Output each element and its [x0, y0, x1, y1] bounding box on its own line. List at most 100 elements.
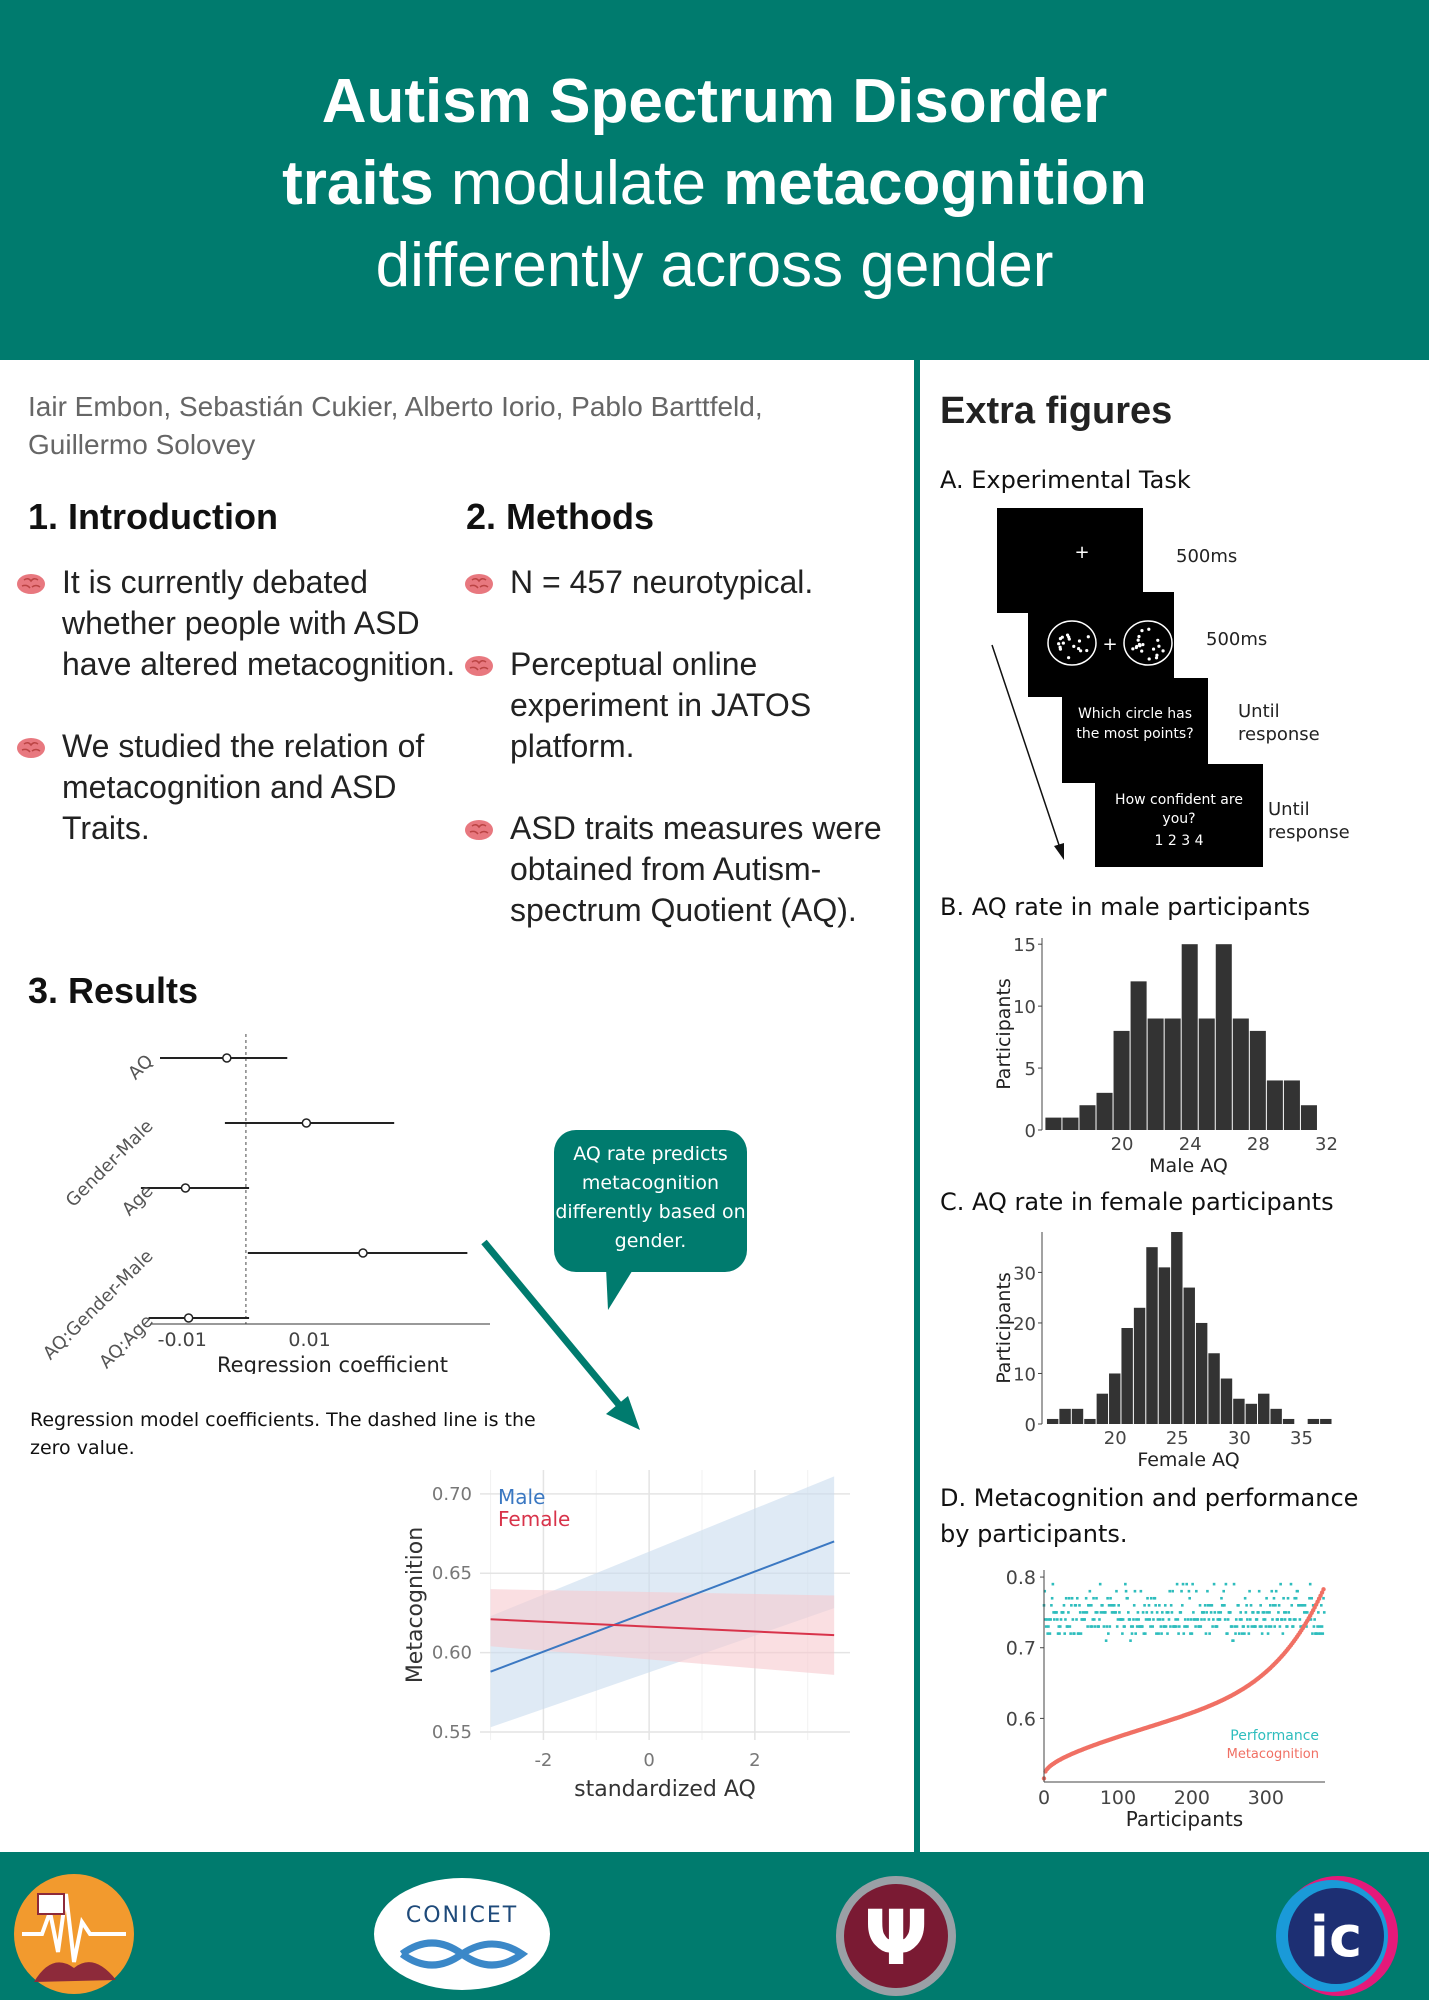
performance-point [1305, 1625, 1308, 1628]
performance-point [1068, 1625, 1072, 1628]
performance-point [1257, 1589, 1261, 1593]
performance-point [1104, 1639, 1108, 1642]
performance-point [1170, 1611, 1174, 1614]
performance-point [1265, 1596, 1268, 1600]
performance-point [1132, 1618, 1135, 1621]
performance-point [1081, 1618, 1084, 1621]
performance-point [1052, 1611, 1055, 1614]
performance-point [1046, 1632, 1049, 1635]
performance-point [1226, 1618, 1230, 1621]
performance-point [1180, 1604, 1184, 1607]
performance-point [1292, 1618, 1296, 1621]
performance-point [1221, 1604, 1225, 1607]
forest-point [180, 1183, 191, 1193]
performance-point [1095, 1611, 1099, 1614]
performance-point [1321, 1632, 1325, 1635]
metacognition-point [1321, 1587, 1326, 1592]
performance-point [1168, 1589, 1172, 1593]
performance-point [1158, 1618, 1162, 1621]
dot [1147, 627, 1151, 631]
performance-point [1044, 1618, 1047, 1621]
performance-point [1244, 1611, 1248, 1614]
performance-point [1317, 1632, 1321, 1635]
time-arrow-line [991, 644, 1061, 849]
performance-point [1105, 1625, 1109, 1628]
performance-point [1121, 1618, 1125, 1621]
performance-point [1139, 1589, 1143, 1593]
histogram-bar [1258, 1393, 1270, 1424]
performance-point [1109, 1604, 1113, 1607]
performance-point [1086, 1625, 1089, 1628]
performance-point [1257, 1611, 1260, 1614]
performance-point [1274, 1589, 1278, 1593]
performance-point [1051, 1582, 1055, 1586]
performance-point [1320, 1625, 1324, 1628]
conicet-text: CONICET [406, 1903, 518, 1928]
performance-point [1141, 1611, 1145, 1614]
performance-point [1166, 1611, 1170, 1614]
performance-point [1279, 1582, 1282, 1586]
performance-point [1271, 1604, 1275, 1607]
dot [1076, 646, 1081, 651]
performance-point [1109, 1596, 1112, 1600]
performance-point [1218, 1618, 1222, 1621]
performance-point [1106, 1596, 1109, 1600]
histogram-bar [1171, 1232, 1183, 1424]
performance-point [1078, 1611, 1082, 1614]
performance-point [1182, 1632, 1186, 1635]
y-tick-label: 0.70 [432, 1484, 472, 1505]
dot [1140, 628, 1144, 633]
performance-point [1164, 1625, 1168, 1628]
performance-point [1312, 1625, 1316, 1628]
performance-point [1311, 1632, 1314, 1635]
introduction-bullets: It is currently debated whether people w… [16, 562, 456, 890]
performance-point [1153, 1596, 1157, 1600]
performance-point [1174, 1618, 1177, 1621]
column-divider [914, 360, 920, 1852]
performance-point [1078, 1604, 1081, 1607]
performance-point [1181, 1582, 1185, 1586]
performance-point [1264, 1625, 1268, 1628]
y-tick-label: 0.60 [432, 1643, 472, 1664]
y-tick-label: 0.65 [432, 1563, 472, 1584]
performance-point [1093, 1625, 1097, 1628]
performance-point [1235, 1625, 1239, 1628]
performance-point [1296, 1589, 1299, 1593]
performance-point [1276, 1618, 1279, 1621]
performance-point [1058, 1625, 1062, 1628]
x-tick-label: 30 [1228, 1428, 1251, 1449]
histogram-bar [1158, 1267, 1171, 1424]
performance-point [1104, 1611, 1107, 1614]
performance-point [1285, 1625, 1289, 1628]
performance-point [1259, 1604, 1262, 1607]
legend-metacognition: Metacognition [1227, 1747, 1319, 1762]
performance-point [1232, 1582, 1236, 1586]
performance-point [1129, 1639, 1132, 1642]
forest-tick-label: -0.01 [158, 1329, 207, 1351]
performance-point [1120, 1618, 1123, 1621]
performance-point [1058, 1632, 1061, 1635]
performance-point [1177, 1632, 1180, 1635]
performance-point [1097, 1625, 1101, 1628]
performance-point [1115, 1589, 1118, 1593]
performance-point [1287, 1611, 1291, 1614]
histogram-bar [1249, 1030, 1266, 1130]
performance-point [1067, 1596, 1071, 1600]
performance-point [1159, 1625, 1163, 1628]
male-aq-histogram: 0 5 10 15 20 24 28 32 Male AQ Participants [993, 935, 1338, 1177]
performance-point [1136, 1611, 1140, 1614]
performance-point [1186, 1618, 1190, 1621]
dot [1136, 638, 1140, 642]
performance-point [1186, 1625, 1189, 1628]
performance-point [1280, 1618, 1284, 1621]
forest-x-label: Regression coefficient [217, 1353, 448, 1374]
performance-point [1206, 1589, 1209, 1593]
performance-point [1195, 1589, 1198, 1593]
dot [1154, 656, 1159, 660]
performance-point [1148, 1618, 1152, 1621]
performance-point [1055, 1611, 1058, 1614]
performance-point [1156, 1618, 1160, 1621]
histogram-bar [1283, 1080, 1300, 1130]
dot [1151, 647, 1156, 651]
screen4-duration-2: response [1268, 822, 1350, 843]
